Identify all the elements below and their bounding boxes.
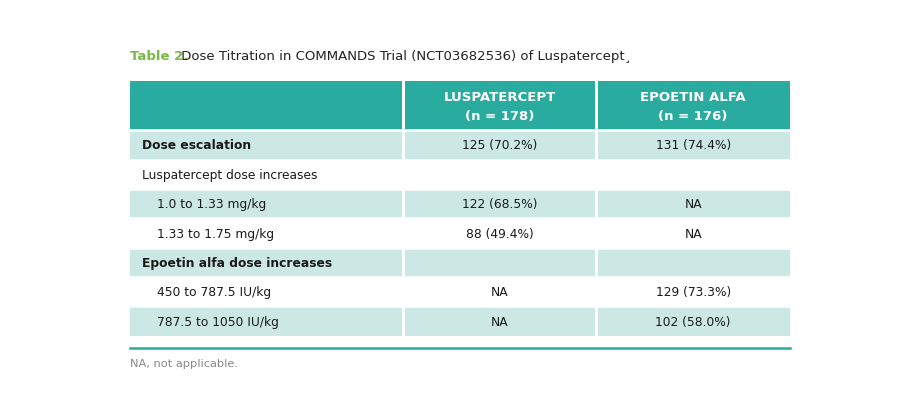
Text: 1.0 to 1.33 mg/kg: 1.0 to 1.33 mg/kg	[157, 198, 266, 211]
Text: NA: NA	[684, 227, 702, 240]
Bar	[595, 277, 597, 307]
Text: NA: NA	[492, 285, 509, 299]
Bar	[597, 307, 790, 336]
Text: 1.33 to 1.75 mg/kg: 1.33 to 1.75 mg/kg	[157, 227, 274, 240]
Bar	[402, 277, 405, 307]
Bar	[129, 219, 404, 248]
Bar	[129, 189, 404, 219]
Text: Epoetin alfa dose increases: Epoetin alfa dose increases	[142, 256, 332, 269]
Bar	[404, 131, 597, 160]
Bar	[597, 277, 790, 307]
Bar	[404, 160, 597, 189]
Text: Luspatercept dose increases: Luspatercept dose increases	[142, 169, 318, 181]
Bar	[404, 82, 597, 131]
Bar	[595, 160, 597, 189]
Bar	[595, 82, 597, 131]
Text: 129 (73.3%): 129 (73.3%)	[656, 285, 731, 299]
Bar	[597, 219, 790, 248]
Text: Dose escalation: Dose escalation	[142, 139, 251, 152]
Bar	[597, 189, 790, 219]
Text: 102 (58.0%): 102 (58.0%)	[656, 315, 731, 328]
Bar	[597, 160, 790, 189]
Bar	[595, 248, 597, 277]
Bar	[597, 82, 790, 131]
Text: 131 (74.4%): 131 (74.4%)	[656, 139, 731, 152]
Text: EPOETIN ALFA
(n = 176): EPOETIN ALFA (n = 176)	[640, 91, 746, 123]
Text: 125 (70.2%): 125 (70.2%)	[462, 139, 537, 152]
Bar	[597, 248, 790, 277]
Bar	[404, 219, 597, 248]
Text: NA, not applicable.: NA, not applicable.	[129, 358, 238, 368]
Text: 122 (68.5%): 122 (68.5%)	[462, 198, 537, 211]
Bar	[404, 307, 597, 336]
Bar	[129, 131, 404, 160]
Bar	[402, 160, 405, 189]
Bar	[402, 82, 405, 131]
Bar	[129, 160, 404, 189]
Bar	[595, 131, 597, 160]
Bar	[129, 82, 404, 131]
Bar	[129, 277, 404, 307]
Bar	[402, 131, 405, 160]
Bar	[595, 219, 597, 248]
Bar	[404, 248, 597, 277]
Bar	[404, 189, 597, 219]
Text: 787.5 to 1050 IU/kg: 787.5 to 1050 IU/kg	[157, 315, 279, 328]
Bar	[129, 307, 404, 336]
Bar	[129, 248, 404, 277]
Bar	[595, 307, 597, 336]
Bar	[404, 277, 597, 307]
Bar	[402, 307, 405, 336]
Text: Table 2.: Table 2.	[129, 50, 187, 63]
Bar	[595, 189, 597, 219]
Text: NA: NA	[684, 198, 702, 211]
Text: LUSPATERCEPT
(n = 178): LUSPATERCEPT (n = 178)	[444, 91, 556, 123]
Bar	[402, 248, 405, 277]
Bar	[402, 189, 405, 219]
Bar	[597, 131, 790, 160]
Text: 450 to 787.5 IU/kg: 450 to 787.5 IU/kg	[157, 285, 272, 299]
Text: 88 (49.4%): 88 (49.4%)	[466, 227, 534, 240]
Bar	[402, 219, 405, 248]
Text: NA: NA	[492, 315, 509, 328]
Text: Dose Titration in COMMANDS Trial (NCT03682536) of Luspatercept¸: Dose Titration in COMMANDS Trial (NCT036…	[177, 50, 631, 63]
